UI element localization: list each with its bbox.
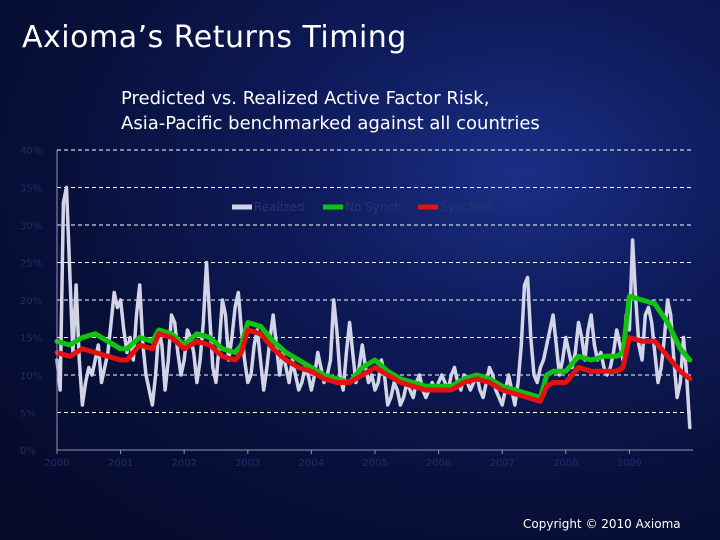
x-tick-label: 2007 [489,458,514,469]
chart-title-line-2: Asia-Pacific benchmarked against all cou… [121,113,540,134]
axis-layer: 0% 5% 10% 15% 20% 25% 30% 35% 40% 2000 2001 2002 200… [20,146,693,469]
y-tick-label: 0% [20,446,36,457]
y-tick-label: 10% [20,371,42,382]
x-tick-label: 2004 [299,458,324,469]
x-tick-label: 2002 [171,458,196,469]
x-tick-label: 2009 [617,458,642,469]
series-layer [54,185,693,430]
legend-label: Realized [254,200,305,214]
chart-legend: Realized No Synch Synched [232,200,492,214]
y-tick-label: 5% [20,409,36,420]
y-tick-label: 30% [20,221,42,232]
legend-label: No Synch [345,200,402,214]
y-tick-label: 35% [20,184,42,195]
chart-title-line-1: Predicted vs. Realized Active Factor Ris… [121,88,490,109]
x-tick-label: 2003 [235,458,260,469]
y-tick-label: 15% [20,334,42,345]
series-line-no-synch [54,293,693,400]
x-tick-label: 2005 [362,458,387,469]
series-line-synched [54,327,693,404]
y-tick-label: 40% [20,146,42,157]
x-tick-label: 2000 [44,458,69,469]
legend-label: Synched [440,200,492,214]
series-line-realized [55,185,692,430]
y-tick-label: 25% [20,259,42,270]
x-tick-label: 2001 [108,458,133,469]
grid-layer [57,149,693,413]
copyright-notice: Copyright © 2010 Axioma [523,517,681,531]
x-tick-label: 2008 [553,458,578,469]
x-tick-label: 2006 [426,458,451,469]
y-tick-label: 20% [20,296,42,307]
slide-title: Axioma’s Returns Timing [22,20,407,55]
